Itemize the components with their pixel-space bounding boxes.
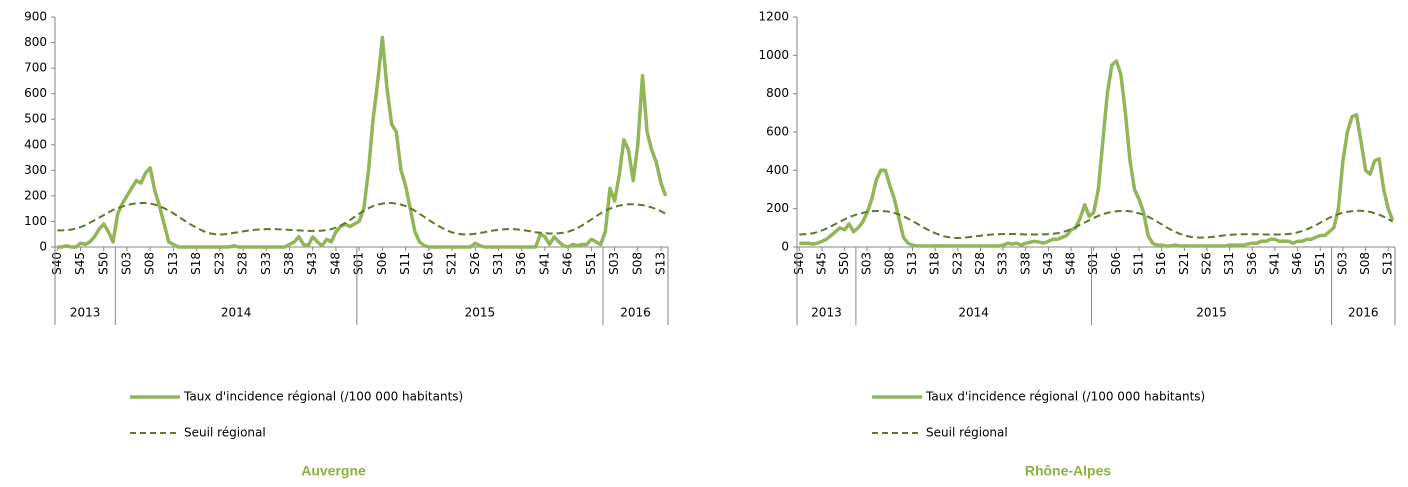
x-tick-label: S18 (928, 252, 942, 275)
series-line (799, 209, 1394, 239)
x-tick-label: S13 (166, 252, 180, 275)
x-tick-label: S13 (1381, 252, 1395, 275)
x-tick-label: S08 (1358, 252, 1372, 275)
y-tick-label: 300 (24, 163, 47, 177)
chart-title: Auvergne (301, 463, 366, 479)
series-line (57, 202, 667, 236)
y-tick-label: 1200 (758, 10, 789, 24)
x-tick-label: S21 (445, 252, 459, 275)
y-tick-label: 700 (24, 61, 47, 75)
x-tick-label: S50 (96, 252, 110, 275)
series-line (57, 35, 668, 249)
x-tick-label: S06 (1109, 252, 1123, 275)
x-tick-label: S36 (1245, 252, 1259, 275)
x-tick-label: S51 (584, 252, 598, 275)
group-label: 2015 (465, 306, 496, 320)
y-tick-label: 100 (24, 214, 47, 228)
x-tick-label: S13 (654, 252, 668, 275)
x-tick-label: S11 (1132, 252, 1146, 275)
x-tick-label: S38 (1018, 252, 1032, 275)
y-tick-label: 0 (781, 240, 789, 254)
x-tick-label: S43 (1041, 252, 1055, 275)
x-tick-label: S16 (1154, 252, 1168, 275)
x-tick-label: S21 (1177, 252, 1191, 275)
legend-label: Seuil régional (184, 426, 266, 440)
group-label: 2016 (1348, 306, 1379, 320)
x-tick-label: S33 (996, 252, 1010, 275)
y-tick-label: 200 (766, 201, 789, 215)
x-tick-label: S48 (1064, 252, 1078, 275)
x-tick-label: S03 (860, 252, 874, 275)
x-tick-label: S43 (305, 252, 319, 275)
y-tick-label: 400 (24, 137, 47, 151)
x-tick-label: S46 (1290, 252, 1304, 275)
group-label: 2015 (1196, 306, 1227, 320)
x-tick-label: S48 (328, 252, 342, 275)
x-tick-label: S51 (1313, 252, 1327, 275)
legend-label: Taux d'incidence régional (/100 000 habi… (183, 390, 463, 404)
x-tick-label: S33 (259, 252, 273, 275)
x-tick-label: S03 (607, 252, 621, 275)
x-tick-label: S31 (491, 252, 505, 275)
x-tick-label: S45 (814, 252, 828, 275)
x-tick-label: S13 (905, 252, 919, 275)
x-tick-label: S41 (537, 252, 551, 275)
x-tick-label: S46 (561, 252, 575, 275)
x-tick-label: S01 (352, 252, 366, 275)
y-tick-label: 900 (24, 10, 47, 24)
x-tick-label: S40 (792, 252, 806, 275)
x-tick-label: S08 (630, 252, 644, 275)
y-tick-label: 400 (766, 163, 789, 177)
group-label: 2014 (221, 306, 252, 320)
x-tick-label: S28 (236, 252, 250, 275)
legend-label: Taux d'incidence régional (/100 000 habi… (925, 390, 1205, 404)
x-tick-label: S36 (514, 252, 528, 275)
chart-title: Rhône-Alpes (1025, 463, 1112, 479)
x-tick-label: S45 (73, 252, 87, 275)
x-tick-label: S26 (468, 252, 482, 275)
y-tick-label: 0 (39, 240, 47, 254)
x-tick-label: S28 (973, 252, 987, 275)
y-tick-label: 500 (24, 112, 47, 126)
group-label: 2013 (811, 306, 842, 320)
x-tick-label: S08 (143, 252, 157, 275)
y-tick-label: 800 (24, 35, 47, 49)
x-tick-label: S31 (1222, 252, 1236, 275)
x-tick-label: S03 (119, 252, 133, 275)
x-tick-label: S50 (837, 252, 851, 275)
y-tick-label: 1000 (758, 48, 789, 62)
x-tick-label: S18 (189, 252, 203, 275)
y-tick-label: 600 (24, 86, 47, 100)
x-tick-label: S26 (1199, 252, 1213, 275)
group-label: 2013 (70, 306, 101, 320)
x-tick-label: S16 (421, 252, 435, 275)
x-tick-label: S03 (1335, 252, 1349, 275)
y-tick-label: 200 (24, 188, 47, 202)
y-tick-label: 600 (766, 125, 789, 139)
x-tick-label: S06 (375, 252, 389, 275)
y-tick-label: 800 (766, 86, 789, 100)
legend-label: Seuil régional (926, 426, 1008, 440)
x-tick-label: S38 (282, 252, 296, 275)
x-tick-label: S40 (50, 252, 64, 275)
x-tick-label: S01 (1086, 252, 1100, 275)
group-label: 2014 (958, 306, 989, 320)
series-line (799, 59, 1395, 248)
x-tick-label: S11 (398, 252, 412, 275)
x-tick-label: S23 (950, 252, 964, 275)
x-tick-label: S41 (1267, 252, 1281, 275)
x-tick-label: S23 (212, 252, 226, 275)
group-label: 2016 (620, 306, 651, 320)
x-tick-label: S08 (882, 252, 896, 275)
